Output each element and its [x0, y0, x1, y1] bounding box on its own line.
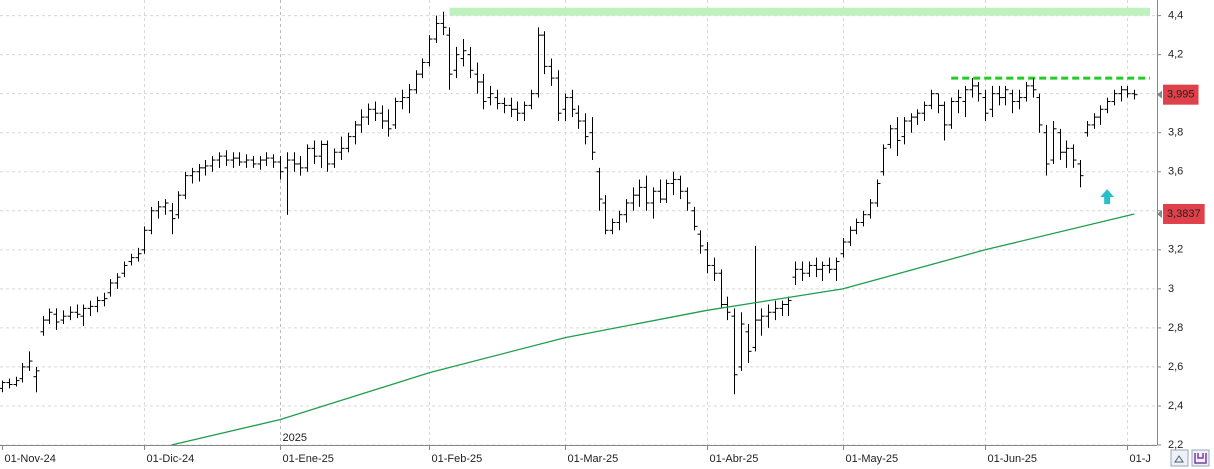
y-tick-label: 2,8 — [1168, 322, 1183, 334]
save-icon — [1194, 453, 1207, 464]
price-label: 3,3837 — [1167, 208, 1201, 220]
x-tick-label: 01-J — [1130, 453, 1151, 465]
x-tick-label: 01-Ene-25 — [283, 453, 334, 465]
y-tick-label: 3 — [1168, 283, 1174, 295]
moving-average-line — [171, 213, 1135, 446]
y-tick-label: 4,4 — [1168, 10, 1183, 22]
price-pointer — [1157, 209, 1162, 218]
zoom-icon — [1174, 455, 1184, 463]
x-tick-label: 01-Jun-25 — [988, 453, 1038, 465]
x-tick-label: 01-Abr-25 — [710, 453, 759, 465]
price-label-box — [1163, 203, 1205, 224]
y-tick-label: 2,6 — [1168, 361, 1183, 373]
buy-signal-arrow — [1100, 189, 1115, 205]
y-tick-label: 4,2 — [1168, 49, 1183, 61]
price-pointer — [1157, 90, 1162, 99]
y-tick-label: 3,2 — [1168, 244, 1183, 256]
y-tick-label: 2,4 — [1168, 400, 1183, 412]
plot-area — [0, 0, 1157, 446]
year-label: 2025 — [283, 432, 307, 444]
y-tick-label: 2,2 — [1168, 439, 1183, 451]
price-label-box — [1163, 84, 1199, 105]
y-tick-label: 3,6 — [1168, 166, 1183, 178]
toolbar — [1170, 449, 1210, 467]
price-label: 3,995 — [1167, 89, 1195, 101]
x-tick-label: 01-May-25 — [846, 453, 899, 465]
x-tick-label: 01-Dic-24 — [147, 453, 195, 465]
zoom-button[interactable] — [1170, 449, 1189, 467]
x-tick-label: 01-Feb-25 — [432, 453, 483, 465]
x-tick-label: 01-Mar-25 — [568, 453, 619, 465]
axes: 2,22,42,62,833,23,43,63,84,04,24,401-Nov… — [2, 10, 1205, 465]
x-tick-label: 01-Nov-24 — [5, 453, 56, 465]
y-tick-label: 3,8 — [1168, 127, 1183, 139]
